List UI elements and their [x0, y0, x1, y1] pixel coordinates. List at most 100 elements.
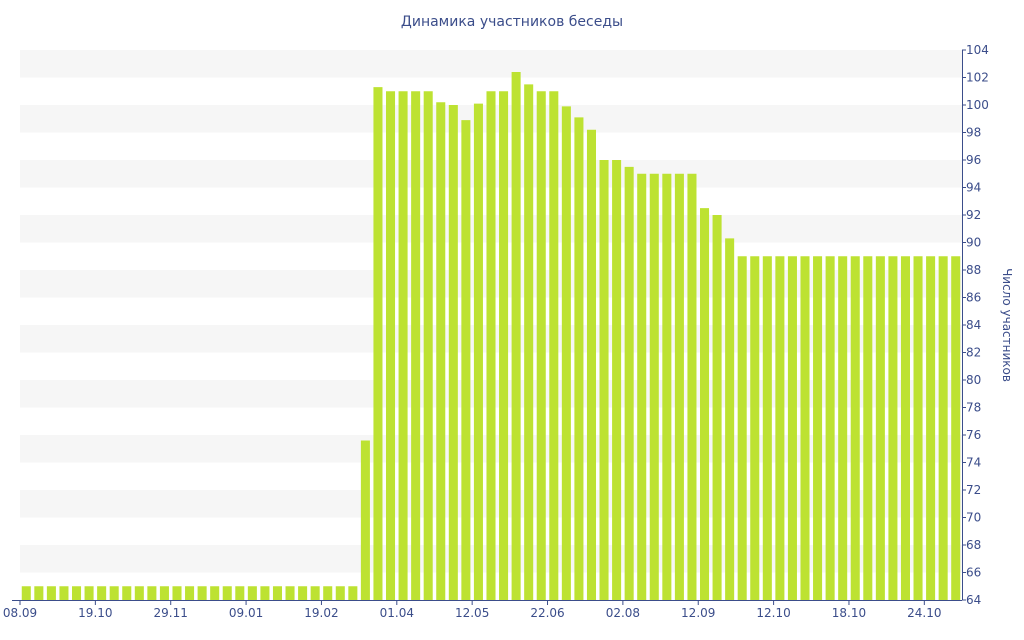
bar	[197, 586, 207, 600]
y-tick-label: 72	[966, 483, 981, 497]
bar	[122, 586, 132, 600]
bar	[511, 72, 521, 600]
bar	[875, 256, 885, 600]
bar	[448, 105, 458, 600]
x-tick-label: 24.10	[907, 606, 941, 620]
y-axis-label: Число участников	[1000, 268, 1014, 382]
bar	[411, 91, 421, 600]
bar	[926, 256, 936, 600]
bar	[147, 586, 157, 600]
bar	[348, 586, 358, 600]
y-tick-label: 68	[966, 538, 981, 552]
bar	[888, 256, 898, 600]
grid-band	[20, 50, 962, 78]
bar	[499, 91, 509, 600]
bar	[787, 256, 797, 600]
y-tick-label: 78	[966, 401, 981, 415]
bar	[599, 160, 609, 600]
bar	[524, 84, 534, 600]
bar	[813, 256, 823, 600]
y-tick-label: 96	[966, 153, 981, 167]
x-tick-label: 18.10	[832, 606, 866, 620]
y-tick-label: 76	[966, 428, 981, 442]
bar	[900, 256, 911, 600]
bar	[385, 91, 396, 600]
y-tick-label: 74	[966, 456, 981, 470]
bar	[775, 256, 785, 600]
bar	[750, 256, 760, 600]
bar	[436, 102, 446, 600]
x-tick-label: 12.09	[681, 606, 715, 620]
bar	[762, 256, 772, 600]
chart-title: Динамика участников беседы	[400, 14, 624, 30]
bar	[134, 586, 144, 600]
bar	[561, 106, 571, 600]
bar	[285, 586, 295, 600]
bar	[21, 586, 31, 600]
bar	[637, 173, 647, 600]
y-tick-label: 92	[966, 208, 981, 222]
bar	[185, 586, 195, 600]
x-tick-label: 12.05	[455, 606, 489, 620]
bar	[235, 586, 245, 600]
bar	[712, 215, 722, 600]
bar	[159, 586, 169, 600]
bar	[360, 440, 370, 600]
y-tick-label: 104	[966, 43, 989, 57]
bar	[687, 173, 697, 600]
x-tick-label: 08.09	[3, 606, 37, 620]
bar	[850, 256, 860, 600]
bar	[71, 586, 82, 600]
x-tick-label: 19.10	[78, 606, 112, 620]
bar	[473, 103, 483, 600]
y-tick-label: 84	[966, 318, 981, 332]
bar	[800, 256, 810, 600]
bar	[298, 586, 308, 600]
bar	[838, 256, 848, 600]
bar	[574, 117, 584, 600]
bar	[172, 586, 182, 600]
bar	[674, 173, 684, 600]
bar	[335, 586, 345, 600]
x-tick-label: 02.08	[606, 606, 640, 620]
bar	[586, 129, 597, 600]
bar	[59, 586, 69, 600]
bar	[398, 91, 408, 600]
bar	[46, 586, 56, 600]
bar	[34, 586, 44, 600]
y-tick-label: 88	[966, 263, 981, 277]
bar	[84, 586, 94, 600]
bar	[737, 256, 747, 600]
bar	[549, 91, 559, 600]
x-tick-label: 29.11	[154, 606, 188, 620]
bar	[951, 256, 961, 600]
y-tick-label: 82	[966, 346, 981, 360]
bar	[260, 586, 270, 600]
bar	[486, 91, 496, 600]
bar	[612, 160, 622, 600]
y-tick-label: 70	[966, 511, 981, 525]
bar	[222, 586, 232, 600]
x-tick-label: 12.10	[756, 606, 790, 620]
bar	[863, 256, 873, 600]
y-tick-label: 66	[966, 566, 981, 580]
y-tick-label: 90	[966, 236, 981, 250]
bar	[373, 87, 383, 600]
bar	[210, 586, 220, 600]
y-tick-label: 102	[966, 71, 989, 85]
bars	[21, 72, 961, 600]
bar	[624, 166, 634, 600]
x-tick-label: 09.01	[229, 606, 263, 620]
y-tick-label: 94	[966, 181, 981, 195]
bar	[109, 586, 119, 600]
bar	[913, 256, 923, 600]
bar	[649, 173, 659, 600]
bar	[423, 91, 433, 600]
bar	[461, 120, 471, 600]
bar	[323, 586, 333, 600]
y-tick-label: 100	[966, 98, 989, 112]
bar	[699, 208, 710, 600]
bar	[536, 91, 546, 600]
